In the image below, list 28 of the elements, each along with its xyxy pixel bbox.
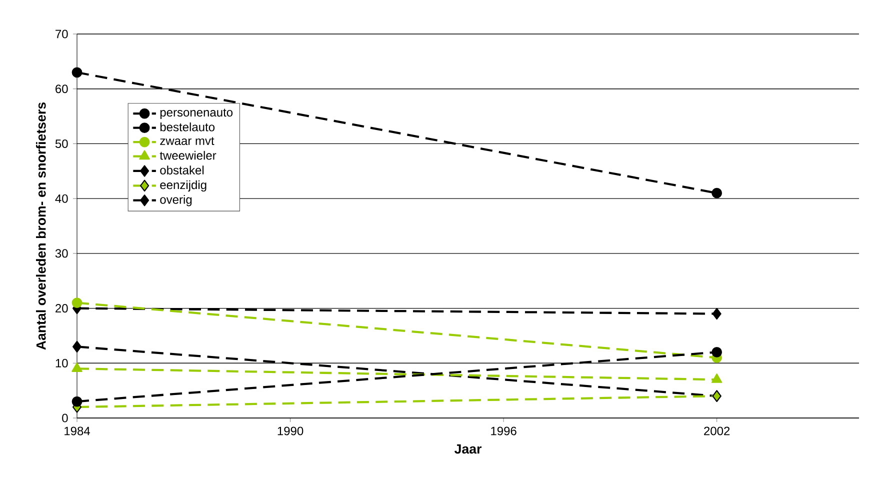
x-tick-label: 1996 — [491, 426, 516, 436]
y-tick-label: 70 — [56, 30, 68, 38]
legend-label: personenauto — [160, 108, 233, 119]
x-tick-label: 1990 — [278, 426, 304, 436]
point — [712, 346, 722, 358]
y-tick-label: 50 — [55, 139, 68, 148]
legend-label: obstakel — [160, 166, 204, 174]
legend-label: bestelauto — [160, 122, 215, 132]
legend-label: overig — [160, 195, 192, 206]
legend-label: tweewieler — [160, 150, 216, 160]
legend-label: zwaar mvt — [160, 137, 214, 146]
y-tick-label: 0 — [62, 414, 68, 422]
y-tick-label: 20 — [56, 304, 68, 313]
y-tick-label: 30 — [55, 249, 68, 258]
y-tick-label: 60 — [56, 84, 68, 94]
legend-label: eenzijdig — [160, 180, 206, 192]
point — [72, 67, 82, 78]
y-tick-label: 40 — [55, 194, 68, 203]
y-axis-title: Aantal overleden brom- en snorfietsers — [36, 102, 46, 350]
x-axis-title: Jaar — [454, 444, 482, 454]
point — [72, 298, 82, 308]
x-tick-label: 2002 — [704, 426, 730, 436]
point — [72, 340, 82, 353]
point — [72, 396, 82, 407]
y-tick-label: 10 — [56, 358, 68, 368]
x-tick-label: 1984 — [64, 426, 90, 436]
point — [712, 188, 722, 198]
point — [712, 308, 722, 320]
